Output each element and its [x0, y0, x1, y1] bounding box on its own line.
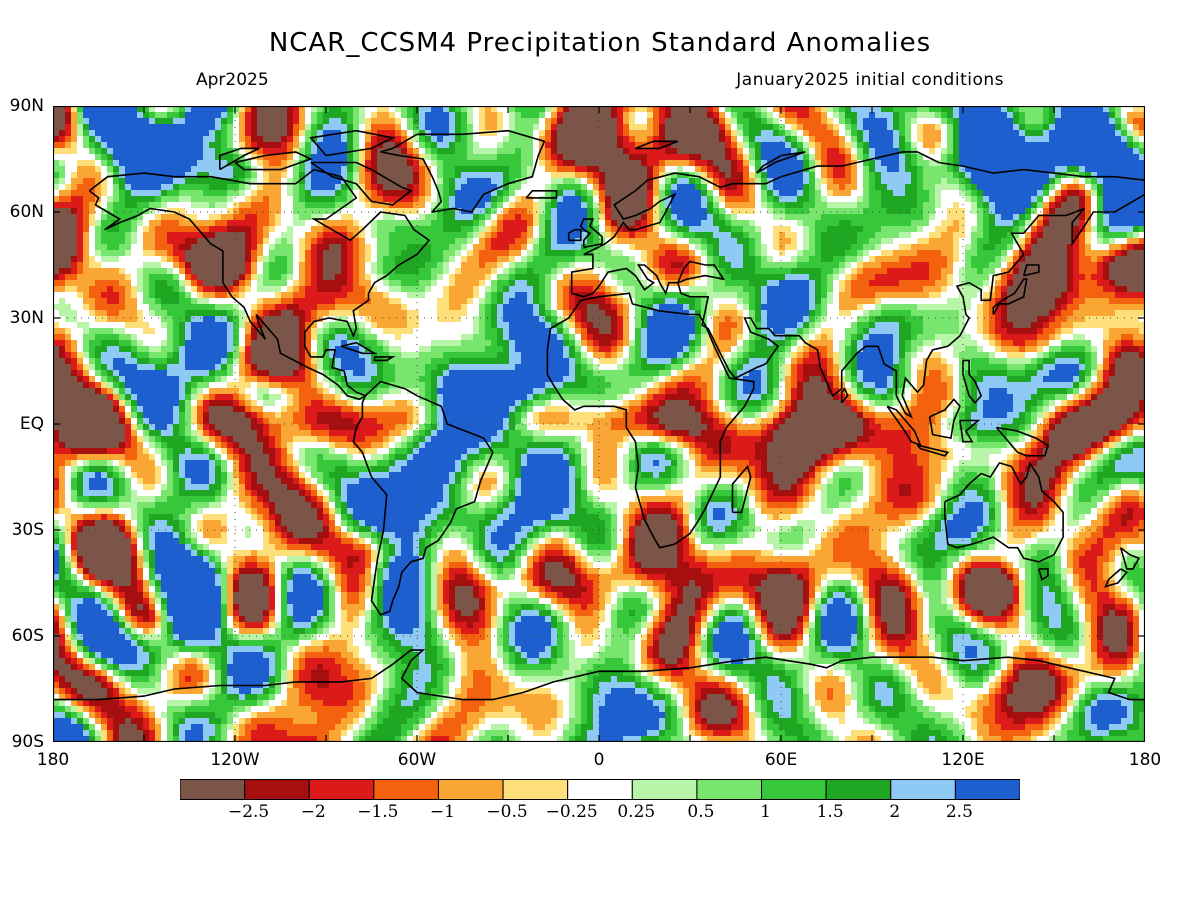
colorbar-swatch [502, 779, 569, 800]
colorbar-label: 1 [760, 802, 771, 822]
colorbar-label: −1 [429, 802, 455, 822]
map-title: NCAR_CCSM4 Precipitation Standard Anomal… [268, 28, 932, 58]
graticule [53, 106, 1145, 742]
lat-label-90s: 90S [11, 732, 44, 752]
axis-ticks [53, 106, 1145, 742]
lon-label-120e: 120E [941, 750, 985, 770]
coastline-segment [840, 387, 849, 404]
colorbar-swatch [696, 779, 763, 800]
coastline-segment [340, 341, 378, 355]
coastline-segment [380, 129, 546, 213]
colorbar-label: −2 [300, 802, 326, 822]
coastline-segment [1022, 264, 1040, 277]
lon-label-60w: 60W [397, 750, 437, 770]
coastline-segment [635, 140, 679, 150]
colorbar-label: −2.5 [227, 802, 270, 822]
coastline-segment [570, 151, 1145, 294]
coastline-segment [1119, 547, 1141, 570]
coastline-segment [88, 168, 431, 401]
colorbar-swatch [437, 779, 504, 800]
valid-month-label: Apr2025 [196, 70, 269, 90]
coastline-segment [943, 460, 1064, 563]
colorbar-label: 2 [889, 802, 901, 822]
coastline-segment [310, 161, 413, 206]
anomaly-field [53, 106, 1145, 742]
coastline-segment [234, 151, 313, 171]
colorbar-swatch [373, 779, 439, 800]
coastline-segment [959, 419, 981, 443]
lat-label-30s: 30S [11, 520, 44, 540]
colorbar-label: 2.5 [945, 802, 973, 822]
coastline-segment [309, 129, 396, 157]
lon-label-180e: 180 [1128, 750, 1162, 770]
coastline-segment [995, 426, 1049, 457]
coastline-segment [53, 649, 1145, 701]
colorbar-swatch [244, 779, 310, 800]
coastline-segment [219, 147, 260, 171]
colorbar-swatch [180, 779, 246, 800]
colorbar-label: −0.25 [545, 802, 598, 822]
coastline-segment [916, 444, 950, 457]
lat-label-30n: 30N [9, 308, 44, 328]
coastline-segment [579, 218, 603, 249]
lon-label-60e: 60E [764, 750, 798, 770]
colorbar-swatch [761, 779, 827, 800]
colorbar-label: 0.25 [617, 802, 656, 822]
colorbar-swatch [308, 779, 375, 800]
coastline-segment [1038, 568, 1049, 581]
lat-label-eq: EQ [19, 414, 44, 434]
colorbar [180, 779, 1020, 800]
coastline-segment [373, 356, 396, 362]
coastlines [53, 129, 1145, 701]
lat-label-60n: 60N [9, 202, 44, 222]
anomaly-map [53, 106, 1145, 742]
colorbar-label: 1.5 [816, 802, 844, 822]
coastline-segment [962, 359, 983, 405]
coastline-segment [567, 228, 582, 242]
colorbar-swatch [890, 779, 956, 800]
lat-label-90n: 90N [9, 96, 44, 116]
coastline-segment [992, 278, 1028, 315]
coastline-segment [928, 398, 961, 440]
colorbar-swatch [631, 779, 698, 800]
coastline-segment [731, 464, 752, 514]
coastline-segment [756, 151, 806, 174]
colorbar-swatch [567, 779, 633, 800]
coastline-segment [546, 292, 755, 549]
colorbar-label: −1.5 [357, 802, 399, 822]
lat-label-60s: 60S [11, 626, 44, 646]
colorbar-swatch [825, 779, 892, 800]
anomaly-map-canvas [53, 106, 1145, 742]
coastline-segment [352, 380, 494, 616]
lon-label-120w: 120W [210, 750, 260, 770]
initial-conditions-label: January2025 initial conditions [736, 70, 1004, 90]
colorbar-swatch [954, 779, 1020, 800]
colorbar-label: 0.5 [687, 802, 715, 822]
coastline-segment [525, 190, 558, 199]
lon-label-0: 0 [593, 750, 605, 770]
lon-label-180w: 180 [36, 750, 70, 770]
colorbar-label: −0.5 [486, 802, 528, 822]
coastline-segment [571, 193, 1145, 419]
coastline-segment [1104, 568, 1129, 588]
